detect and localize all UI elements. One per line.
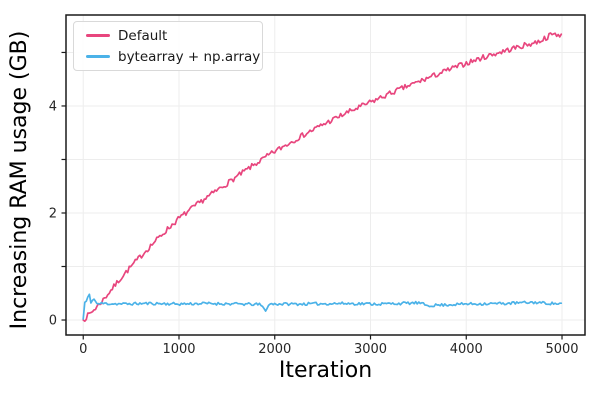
y-tick-label: 2 [49, 206, 57, 221]
axes-spines [65, 14, 586, 336]
y-tick-label: 4 [49, 99, 57, 114]
series-line-default [82, 32, 563, 323]
x-tick-label: 0 [79, 342, 87, 357]
legend-label-bytearray: bytearray + np.array [118, 48, 261, 65]
legend: Default bytearray + np.array [73, 21, 263, 71]
x-tick-label: 4000 [450, 342, 483, 357]
x-tick-label: 3000 [354, 342, 387, 357]
legend-line-swatch-default [86, 34, 110, 37]
x-tick-label: 5000 [545, 342, 578, 357]
x-tick-label: 1000 [162, 342, 195, 357]
x-tick-label: 2000 [258, 342, 291, 357]
y-axis-label: Increasing RAM usage (GB) [7, 30, 32, 330]
legend-line-swatch-bytearray [86, 55, 110, 58]
legend-item-bytearray: bytearray + np.array [86, 46, 260, 67]
legend-label-default: Default [118, 27, 168, 44]
y-tick-label: 0 [49, 314, 57, 329]
x-axis-label: Iteration [278, 358, 373, 383]
series-line-bytearray-np-array [82, 293, 563, 320]
legend-item-default: Default [86, 25, 254, 46]
